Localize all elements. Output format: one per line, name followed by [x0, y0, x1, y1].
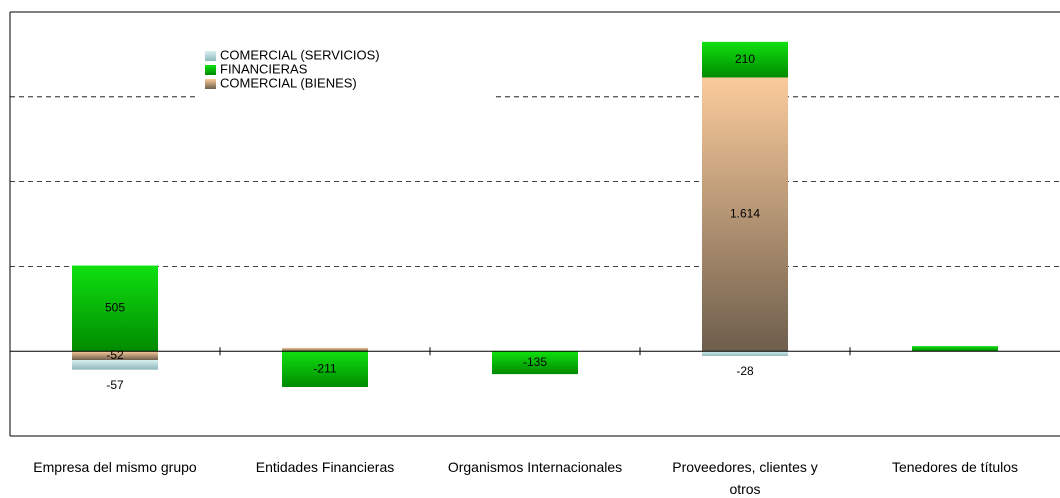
bar-segment — [912, 346, 998, 352]
legend-label: FINANCIERAS — [220, 61, 308, 76]
data-label: -52 — [106, 348, 124, 362]
x-tick-label: Tenedores de títulos — [891, 459, 1019, 475]
legend-swatch — [205, 79, 216, 89]
legend-swatch — [205, 65, 216, 75]
bar-segment — [282, 347, 368, 352]
data-label: -211 — [313, 361, 336, 375]
legend-label: COMERCIAL (SERVICIOS) — [220, 47, 380, 62]
bar-segment — [282, 351, 368, 387]
bar-segment — [72, 360, 158, 370]
bar-segment — [702, 351, 788, 356]
x-tick-label: Entidades Financieras — [255, 459, 395, 475]
bar-segment — [72, 265, 158, 352]
bar-segment — [702, 77, 788, 352]
bar-segment — [72, 351, 158, 361]
x-tick-label: Organismos Internacionales — [447, 459, 623, 475]
data-label: 505 — [105, 301, 125, 315]
data-label: -135 — [523, 355, 547, 369]
legend-swatch — [205, 51, 216, 61]
data-label: -57 — [106, 378, 124, 392]
legend-label: COMERCIAL (BIENES) — [220, 75, 357, 90]
data-label: 210 — [735, 52, 755, 66]
bar-segment — [492, 351, 578, 375]
bar-segment — [702, 41, 788, 78]
data-label: 1.614 — [730, 207, 760, 221]
data-label: -28 — [736, 364, 754, 378]
legend-box — [195, 44, 495, 100]
x-tick-label: Proveedores, clientes y otros — [672, 459, 818, 497]
x-tick-label: Empresa del mismo grupo — [33, 459, 197, 475]
